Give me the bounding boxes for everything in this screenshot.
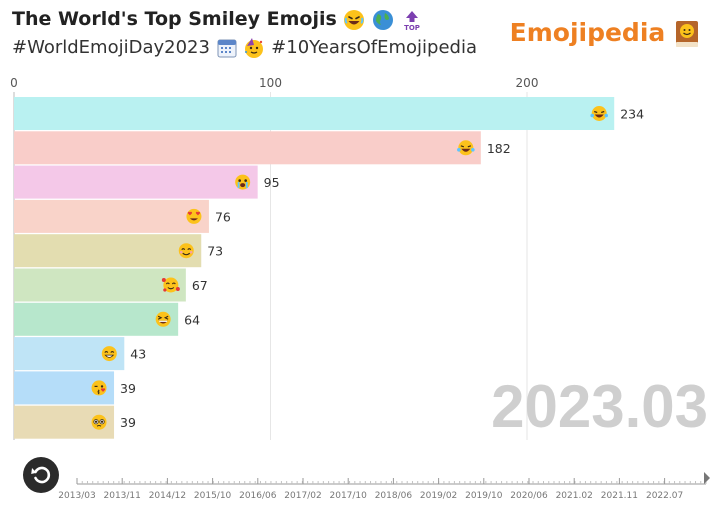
timeline-tick-label: 2014/12 [149, 491, 186, 501]
rolling-on-the-floor-laughing-icon [457, 140, 475, 156]
bar-value-label: 95 [264, 175, 280, 190]
timeline-slider[interactable]: 2013/03 2013/11 2014/12 2015/10 2016/06 2017/… [0, 470, 720, 510]
timeline-tick-label: 2016/06 [239, 491, 277, 501]
top-arrow-icon: TOP [404, 10, 420, 31]
calendar-icon [217, 39, 237, 58]
chart-title-text: The World's Top Smiley Emojis [12, 8, 337, 30]
bar-value-label: 39 [120, 381, 136, 396]
timeline-tick-label: 2019/10 [465, 491, 503, 501]
bar-value-label: 73 [207, 244, 223, 259]
bar-value-label: 64 [184, 312, 200, 327]
x-tick-label: 0 [10, 76, 18, 90]
face-blowing-a-kiss-icon [91, 380, 107, 396]
replay-button[interactable] [23, 457, 59, 493]
brand-name: Emojipedia [509, 18, 666, 47]
timeline-handle[interactable] [704, 472, 710, 484]
bar-value-label: 234 [620, 107, 644, 122]
emojipedia-logo: Emojipedia [510, 18, 700, 48]
x-tick-label: 200 [516, 76, 539, 90]
bar-chart: 0 100 200 234 182 95 76 73 67 64 43 39 39 [10, 76, 644, 440]
bar-value-label: 67 [192, 278, 208, 293]
bar-value-label: 43 [130, 347, 146, 362]
globe-icon [373, 9, 394, 30]
bar-smiling-face-with-hearts [14, 268, 186, 302]
grinning-squinting-face-icon [155, 311, 171, 327]
loudly-crying-face-icon [235, 174, 251, 190]
timeline-tick-label: 2022.07 [646, 491, 683, 501]
bar-face-with-tears-of-joy [14, 97, 615, 130]
timeline-tick-label: 2017/10 [330, 491, 368, 501]
smiling-face-with-hearts-icon [161, 277, 180, 293]
hashtag-ten-years: #10YearsOfEmojipedia [271, 37, 478, 58]
timeline-tick-label: 2019/02 [420, 491, 457, 501]
book-icon [676, 21, 698, 47]
beaming-face-with-smiling-eyes-icon [101, 346, 117, 362]
bar-value-label: 39 [120, 415, 136, 430]
replay-icon [31, 466, 51, 484]
face-with-tears-of-joy-icon [590, 106, 609, 121]
bar-smiling-face-with-smiling-eyes [14, 234, 202, 268]
timeline-tick-label: 2015/10 [194, 491, 232, 501]
chart-title: The World's Top Smiley Emojis TOP [12, 8, 423, 31]
bar-value-label: 182 [487, 141, 511, 156]
smiling-face-with-smiling-eyes-icon [178, 243, 194, 259]
current-period-label: 2023.03 [491, 373, 708, 440]
timeline-tick-label: 2021.02 [556, 491, 593, 501]
party-face-icon [245, 38, 264, 58]
timeline-tick-label: 2013/11 [104, 491, 141, 501]
bar-rolling-on-the-floor-laughing [14, 131, 481, 165]
pleading-face-icon [91, 414, 107, 430]
laughing-face-icon [344, 9, 365, 30]
bar-smiling-face-with-heart-eyes [14, 199, 209, 233]
svg-text:TOP: TOP [404, 24, 420, 31]
timeline-tick-label: 2021.11 [601, 491, 638, 501]
timeline-tick-label: 2013/03 [58, 491, 95, 501]
timeline-tick-label: 2018/06 [375, 491, 413, 501]
bar-grinning-squinting-face [14, 302, 179, 336]
x-tick-label: 100 [259, 76, 282, 90]
bar-value-label: 76 [215, 209, 231, 224]
hashtag-world-emoji-day: #WorldEmojiDay2023 [12, 37, 210, 58]
chart-subtitle: #WorldEmojiDay2023 #10YearsOfEmojipedia [12, 37, 477, 59]
bar-loudly-crying-face [14, 165, 258, 199]
smiling-face-with-heart-eyes-icon [186, 208, 202, 224]
timeline-tick-label: 2017/02 [284, 491, 321, 501]
timeline-tick-label: 2020/06 [510, 491, 548, 501]
